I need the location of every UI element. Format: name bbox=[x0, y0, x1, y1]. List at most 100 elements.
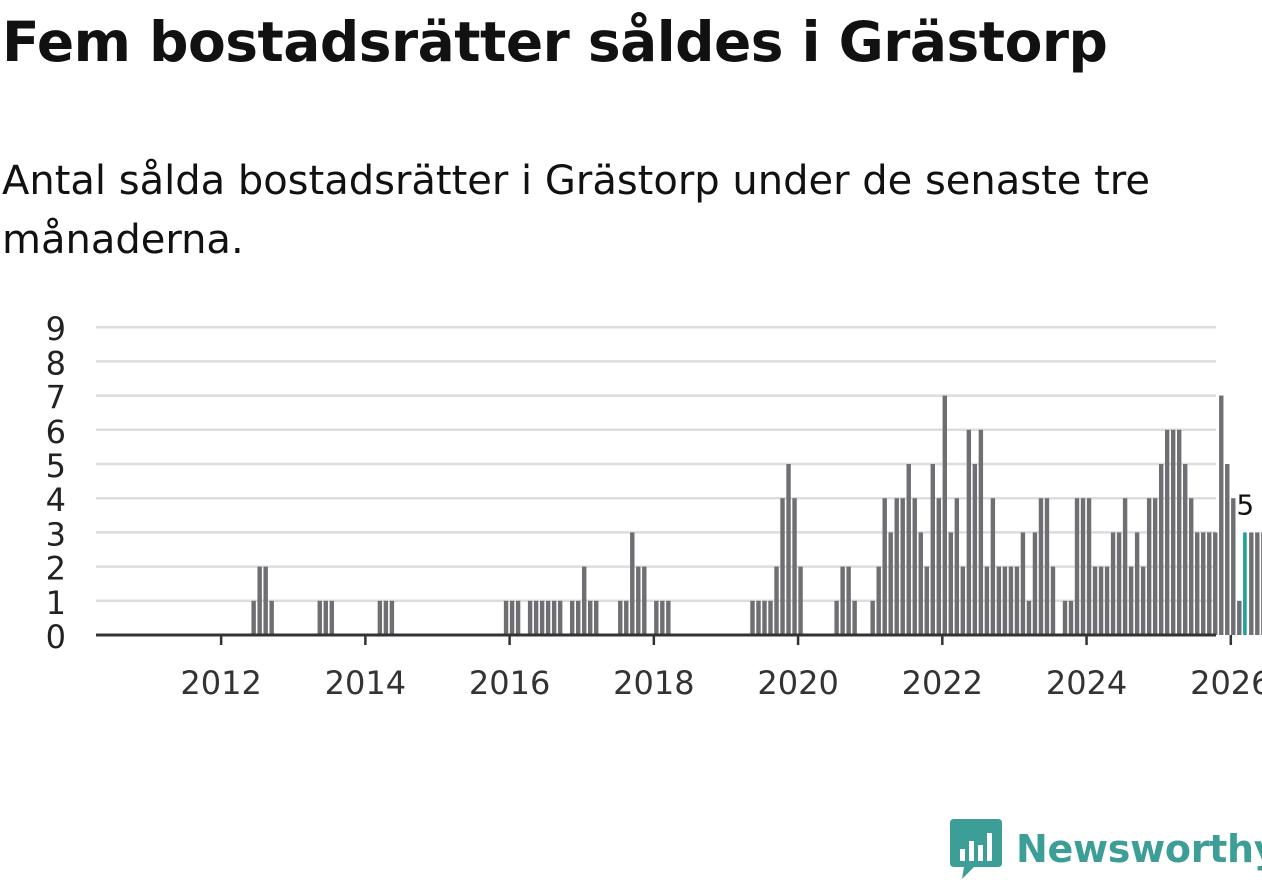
bar bbox=[1189, 498, 1194, 635]
bar bbox=[1080, 498, 1086, 635]
x-tick-label: 2014 bbox=[325, 664, 406, 702]
bar bbox=[906, 464, 911, 635]
bar bbox=[1201, 532, 1206, 635]
bar bbox=[948, 532, 954, 635]
x-axis bbox=[96, 633, 1233, 645]
bar bbox=[533, 600, 539, 635]
bar bbox=[1074, 498, 1080, 635]
bar bbox=[1140, 566, 1146, 635]
bar bbox=[1170, 429, 1176, 635]
bar bbox=[1008, 566, 1014, 635]
bar bbox=[990, 498, 996, 635]
bar bbox=[1146, 498, 1152, 635]
bar bbox=[263, 566, 268, 635]
y-tick-label: 2 bbox=[46, 550, 66, 588]
bar bbox=[1050, 566, 1056, 635]
bar bbox=[1116, 532, 1122, 635]
bar bbox=[1213, 532, 1218, 635]
bar bbox=[942, 395, 947, 635]
bar bbox=[624, 600, 629, 635]
x-tick-label: 2020 bbox=[757, 664, 838, 702]
y-tick-label: 7 bbox=[46, 379, 66, 417]
bar bbox=[936, 498, 941, 635]
bar bbox=[774, 566, 779, 635]
bar bbox=[594, 600, 599, 635]
bar bbox=[900, 498, 905, 635]
bar bbox=[1225, 464, 1230, 635]
bar bbox=[1014, 566, 1020, 635]
bar bbox=[642, 566, 647, 635]
bar bbox=[750, 600, 755, 635]
y-tick-label: 9 bbox=[46, 310, 66, 348]
bar bbox=[1152, 498, 1158, 635]
bar bbox=[918, 532, 923, 635]
bar bbox=[503, 600, 509, 635]
bar bbox=[1164, 429, 1170, 635]
bar bbox=[509, 600, 515, 635]
x-tick-label: 2016 bbox=[469, 664, 550, 702]
brand-logo: Newsworthy bbox=[950, 818, 1262, 880]
bar bbox=[846, 566, 851, 635]
bar bbox=[588, 600, 593, 635]
bar bbox=[1044, 498, 1050, 635]
x-tick-label: 2022 bbox=[902, 664, 983, 702]
bar bbox=[882, 498, 887, 635]
bar bbox=[1128, 566, 1134, 635]
x-tick-label: 2012 bbox=[180, 664, 261, 702]
bar bbox=[1249, 532, 1254, 635]
y-tick-label: 5 bbox=[46, 447, 66, 485]
bar bbox=[792, 498, 797, 635]
bar bbox=[636, 566, 641, 635]
bar bbox=[756, 600, 761, 635]
highlight-bar bbox=[1243, 532, 1247, 635]
y-tick-label: 8 bbox=[46, 344, 66, 382]
bar bbox=[557, 600, 563, 635]
bar bbox=[1176, 429, 1182, 635]
y-tick-label: 6 bbox=[46, 413, 66, 451]
gridlines bbox=[96, 325, 1216, 603]
bar bbox=[924, 566, 929, 635]
bar bbox=[1231, 498, 1236, 635]
bar bbox=[1158, 464, 1164, 635]
chart-title: Fem bostadsrätter såldes i Grästorp bbox=[2, 10, 1108, 74]
bar bbox=[389, 600, 395, 635]
chart-subtitle: Antal sålda bostadsrätter i Grästorp und… bbox=[2, 158, 1150, 263]
bar bbox=[257, 566, 262, 635]
bar bbox=[383, 600, 389, 635]
bar bbox=[582, 566, 587, 635]
y-tick-label: 0 bbox=[46, 618, 66, 656]
bar bbox=[323, 600, 328, 635]
bar bbox=[527, 600, 533, 635]
bar bbox=[978, 429, 984, 635]
bar-chart-speech-bubble-icon bbox=[950, 819, 1002, 879]
y-tick-label: 1 bbox=[46, 584, 66, 622]
bar bbox=[834, 600, 839, 635]
bar bbox=[960, 566, 966, 635]
bar bbox=[984, 566, 990, 635]
bar bbox=[1032, 532, 1038, 635]
bar bbox=[798, 566, 803, 635]
bar bbox=[551, 600, 557, 635]
bar bbox=[888, 532, 893, 635]
bar bbox=[575, 600, 581, 635]
bar bbox=[1086, 498, 1092, 635]
bar bbox=[1207, 532, 1212, 635]
bar bbox=[1068, 600, 1074, 635]
bar bbox=[1098, 566, 1104, 635]
bar bbox=[876, 566, 881, 635]
bar bbox=[1110, 532, 1116, 635]
bar bbox=[912, 498, 917, 635]
bar bbox=[329, 600, 334, 635]
bar bbox=[1183, 464, 1188, 635]
bar bbox=[666, 600, 671, 635]
y-tick-label: 4 bbox=[46, 481, 66, 519]
bar bbox=[1020, 532, 1026, 635]
bar bbox=[870, 600, 875, 635]
bar bbox=[996, 566, 1002, 635]
bar bbox=[545, 600, 551, 635]
x-tick-label: 2026 bbox=[1190, 664, 1262, 702]
bar bbox=[1255, 532, 1260, 635]
brand-name: Newsworthy bbox=[1016, 827, 1262, 871]
